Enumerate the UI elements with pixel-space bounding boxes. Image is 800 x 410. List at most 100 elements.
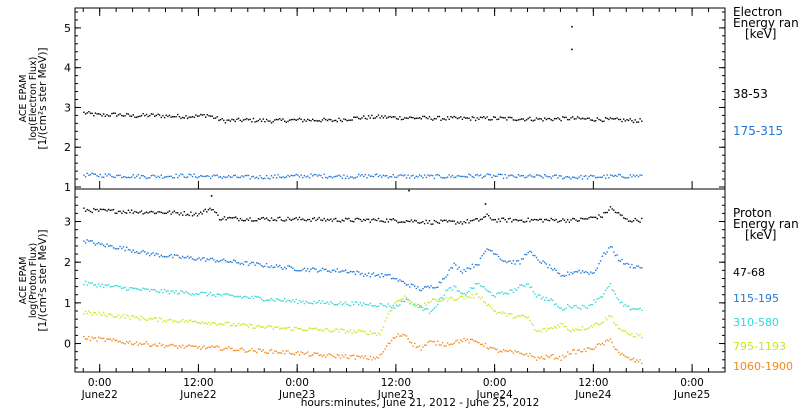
data-point — [351, 271, 353, 273]
data-point — [193, 173, 195, 175]
data-point — [442, 177, 444, 179]
data-point — [170, 344, 172, 346]
data-point — [465, 295, 467, 297]
data-point — [384, 274, 386, 276]
data-point — [483, 176, 485, 178]
data-point — [585, 118, 587, 120]
data-point — [335, 175, 337, 178]
data-point — [507, 218, 510, 220]
data-point — [335, 328, 337, 330]
data-point — [465, 117, 467, 119]
data-point — [325, 118, 327, 121]
data-point — [517, 260, 520, 262]
data-point — [269, 299, 271, 301]
data-point — [182, 318, 184, 321]
data-point — [275, 118, 278, 121]
data-point — [231, 217, 234, 219]
data-point — [627, 119, 630, 122]
data-point — [542, 296, 544, 298]
data-point — [534, 218, 536, 221]
data-point — [216, 116, 218, 118]
data-point — [595, 346, 597, 348]
data-point — [456, 268, 459, 270]
data-point — [418, 289, 421, 291]
data-point — [112, 247, 115, 249]
data-point — [484, 215, 487, 218]
data-point — [489, 174, 492, 176]
data-point — [619, 174, 622, 176]
data-point — [563, 326, 566, 328]
data-point — [478, 282, 480, 285]
data-point — [598, 214, 600, 216]
data-point — [392, 307, 394, 309]
data-point — [381, 220, 383, 222]
data-point — [246, 218, 248, 220]
data-point — [312, 267, 314, 269]
data-point — [99, 208, 102, 210]
data-point — [83, 240, 85, 242]
data-point — [522, 314, 524, 317]
data-point — [544, 117, 546, 119]
data-point — [270, 175, 273, 177]
data-point — [106, 284, 108, 287]
data-point — [627, 263, 630, 265]
data-point — [596, 323, 598, 325]
data-point — [581, 351, 584, 353]
data-point — [315, 219, 317, 222]
data-point — [259, 296, 261, 299]
data-point — [414, 219, 416, 222]
data-point — [303, 302, 306, 305]
data-point — [443, 177, 445, 179]
data-point — [603, 120, 605, 122]
data-point — [193, 320, 195, 323]
data-point — [379, 302, 381, 305]
data-point — [560, 175, 562, 177]
data-point — [397, 305, 399, 307]
data-point — [155, 212, 157, 214]
data-point — [114, 284, 116, 287]
data-point — [445, 177, 447, 179]
data-point — [624, 177, 626, 179]
data-point — [256, 176, 258, 178]
data-point — [228, 321, 230, 324]
data-point — [504, 260, 506, 262]
data-point — [93, 311, 95, 314]
data-point — [448, 118, 450, 120]
data-point — [213, 346, 215, 348]
data-point — [229, 347, 232, 350]
data-point — [371, 333, 373, 335]
data-point — [394, 116, 396, 118]
data-point — [422, 346, 424, 348]
data-point — [265, 217, 268, 219]
data-point — [399, 174, 401, 176]
data-point — [101, 243, 103, 245]
data-point — [173, 210, 176, 212]
data-point — [224, 322, 227, 324]
data-point — [497, 173, 500, 175]
data-point — [147, 343, 149, 345]
data-point — [596, 176, 598, 179]
data-point — [397, 175, 399, 177]
data-point — [557, 358, 559, 360]
data-point — [206, 175, 208, 177]
data-point — [588, 347, 590, 349]
data-point — [252, 297, 255, 300]
data-point — [182, 291, 184, 293]
data-point — [636, 308, 638, 310]
data-point — [111, 339, 113, 342]
data-point — [124, 176, 126, 178]
data-point — [356, 270, 358, 272]
data-point — [203, 291, 205, 294]
data-point — [275, 177, 278, 179]
data-point — [348, 272, 350, 274]
data-point — [524, 353, 526, 356]
data-point — [443, 277, 445, 280]
data-point — [469, 287, 472, 289]
data-point — [168, 293, 171, 295]
data-point — [298, 299, 301, 302]
data-point — [96, 242, 98, 245]
data-point — [494, 116, 496, 118]
data-point — [614, 254, 617, 257]
data-point — [341, 120, 343, 123]
data-point — [101, 176, 103, 178]
